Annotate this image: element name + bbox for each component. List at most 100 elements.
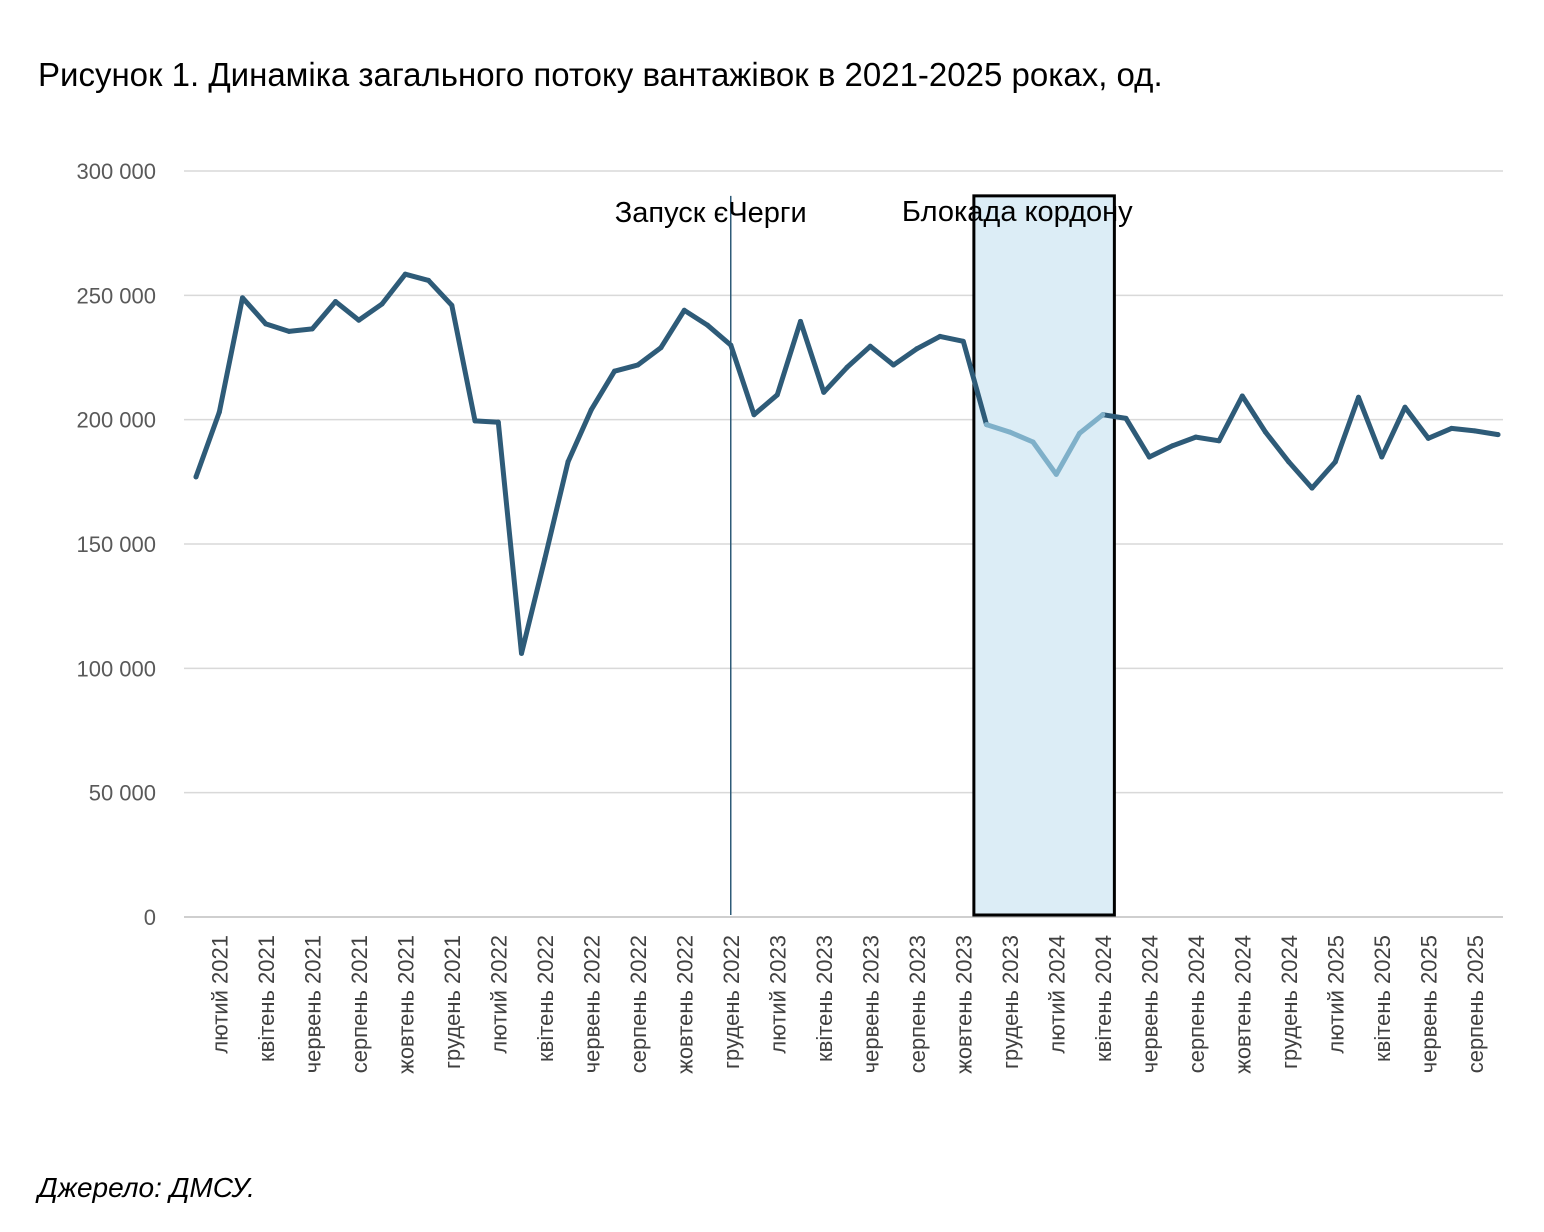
x-tick-label: червень 2022 [579, 935, 604, 1073]
data-point [774, 392, 780, 398]
data-point [635, 362, 641, 368]
x-tick-label: квітень 2025 [1370, 935, 1395, 1062]
y-tick-label: 250 000 [76, 283, 156, 308]
data-point [867, 343, 873, 349]
data-point [681, 307, 687, 313]
data-point [1495, 432, 1501, 438]
data-point [379, 301, 385, 307]
data-point [1472, 428, 1478, 434]
data-point [751, 412, 757, 418]
series-line-before [193, 271, 989, 656]
x-tick-label: грудень 2021 [440, 935, 465, 1069]
data-point [1286, 459, 1292, 465]
data-point [821, 389, 827, 395]
x-tick-label: лютий 2023 [765, 935, 790, 1054]
data-point [1030, 439, 1036, 445]
x-tick-label: лютий 2022 [486, 935, 511, 1054]
y-tick-label: 200 000 [76, 408, 156, 433]
data-point [472, 418, 478, 424]
data-point [1402, 404, 1408, 410]
gridlines [184, 170, 1503, 918]
data-point [1216, 438, 1222, 444]
data-point [937, 333, 943, 339]
data-point [960, 338, 966, 344]
data-point [1077, 430, 1082, 436]
data-point [402, 271, 408, 277]
data-point [542, 556, 548, 562]
data-point [495, 419, 501, 425]
y-tick-label: 50 000 [89, 781, 156, 806]
data-point [1170, 443, 1175, 449]
series-line-blockade [984, 412, 1106, 477]
annotations: Запуск єЧерги Блокада кордону [615, 196, 1133, 229]
x-tick-label: червень 2021 [300, 935, 325, 1073]
data-point [286, 328, 292, 334]
data-point [1356, 394, 1361, 400]
x-tick-label: серпень 2022 [626, 935, 651, 1073]
data-point [588, 407, 594, 413]
data-point [1425, 435, 1431, 441]
x-tick-label: квітень 2021 [254, 935, 279, 1062]
chart-title: Рисунок 1. Динаміка загального потоку ва… [38, 56, 1163, 93]
launch-label: Запуск єЧерги [615, 197, 807, 229]
data-point [1146, 454, 1152, 460]
x-tick-label: жовтень 2024 [1230, 935, 1255, 1074]
data-point [193, 474, 199, 480]
data-point [333, 299, 338, 305]
y-axis-ticks: 0 50 000 100 000 150 000 200 000 250 000 300 0… [76, 159, 156, 930]
x-tick-label: грудень 2024 [1277, 935, 1302, 1069]
x-tick-label: квітень 2022 [533, 935, 558, 1062]
data-point [216, 409, 222, 415]
data-point [1053, 471, 1059, 477]
series-line-after [1100, 393, 1501, 491]
data-point [1123, 415, 1129, 421]
x-tick-label: жовтень 2021 [393, 935, 418, 1074]
data-point [914, 346, 920, 352]
x-tick-label: грудень 2022 [719, 935, 744, 1069]
data-point [356, 317, 362, 323]
source-note: Джерело: ДМСУ. [38, 1172, 255, 1203]
data-point [728, 342, 734, 348]
data-point [263, 321, 269, 327]
blockade-span [972, 194, 1116, 917]
series-line [193, 271, 1501, 656]
data-point [1449, 425, 1454, 431]
x-tick-label: серпень 2025 [1463, 935, 1488, 1073]
y-tick-label: 300 000 [76, 159, 156, 184]
data-point [565, 459, 571, 465]
data-point [844, 364, 850, 370]
data-point [449, 302, 455, 308]
data-point [891, 362, 896, 368]
x-tick-label: лютий 2021 [207, 935, 232, 1054]
x-tick-label: серпень 2023 [905, 935, 930, 1073]
x-tick-label: лютий 2024 [1044, 935, 1069, 1054]
data-point [1332, 459, 1338, 465]
x-tick-label: квітень 2023 [812, 935, 837, 1062]
x-tick-label: серпень 2021 [347, 935, 372, 1073]
data-point [240, 295, 245, 301]
x-tick-label: червень 2025 [1416, 935, 1441, 1073]
x-tick-label: жовтень 2023 [951, 935, 976, 1074]
data-point [658, 345, 664, 351]
data-point [1193, 434, 1199, 440]
data-point [519, 650, 524, 656]
y-tick-label: 100 000 [76, 656, 156, 681]
x-tick-label: лютий 2025 [1323, 935, 1348, 1054]
data-point [1379, 454, 1385, 460]
data-point [612, 368, 617, 374]
data-point [984, 422, 989, 428]
data-point [705, 322, 710, 328]
data-point [1007, 429, 1013, 435]
blockade-label: Блокада кордону [902, 196, 1133, 228]
data-point [426, 277, 431, 283]
x-tick-label: червень 2024 [1137, 935, 1162, 1073]
x-axis-ticks: лютий 2021 квітень 2021 червень 2021 серпен… [207, 935, 1488, 1074]
blockade-span-rect [972, 194, 1116, 917]
x-tick-label: червень 2023 [858, 935, 883, 1073]
x-tick-label: грудень 2023 [998, 935, 1023, 1069]
y-tick-label: 150 000 [76, 532, 156, 557]
y-tick-label: 0 [144, 905, 156, 930]
data-point [1100, 412, 1106, 418]
data-point [1239, 393, 1245, 399]
